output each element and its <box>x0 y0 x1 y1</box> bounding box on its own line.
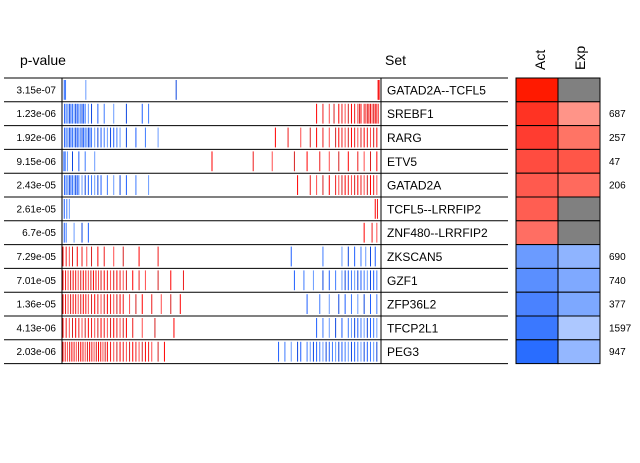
pvalue-label: 9.15e-06 <box>17 157 57 168</box>
header-pvalue: p-value <box>20 52 66 68</box>
act-cell <box>515 101 559 127</box>
pvalue-label: 1.92e-06 <box>17 133 57 144</box>
act-cell <box>515 148 559 174</box>
exp-cell <box>557 267 601 293</box>
set-label: ZFP36L2 <box>387 298 437 312</box>
act-cell <box>515 244 559 269</box>
set-label: RARG <box>387 131 422 145</box>
set-label: SREBF1 <box>387 107 434 121</box>
exp-cell <box>557 172 601 198</box>
count-label: 257 <box>609 133 626 144</box>
act-cell <box>515 267 559 293</box>
act-cell <box>515 339 559 365</box>
count-label: 206 <box>609 181 626 192</box>
set-label: GATAD2A--TCFL5 <box>387 83 486 97</box>
pvalue-label: 2.03e-06 <box>17 347 57 358</box>
pvalue-label: 3.15e-07 <box>17 85 57 96</box>
exp-cell <box>557 220 601 246</box>
pvalue-label: 6.7e-05 <box>22 228 56 239</box>
set-label: TCFL5--LRRFIP2 <box>387 202 481 216</box>
header-exp: Exp <box>572 46 588 70</box>
count-label: 377 <box>609 300 626 311</box>
set-label: GATAD2A <box>387 179 441 193</box>
act-cell <box>515 291 559 317</box>
set-label: ZKSCAN5 <box>387 250 443 264</box>
exp-cell <box>557 101 601 127</box>
count-label: 47 <box>609 157 621 168</box>
count-label: 690 <box>609 252 626 263</box>
act-cell <box>515 220 559 246</box>
pvalue-label: 7.29e-05 <box>17 252 57 263</box>
act-cell <box>515 315 559 341</box>
act-cell <box>515 125 559 150</box>
exp-cell <box>557 77 601 103</box>
exp-cell <box>557 339 601 365</box>
set-label: PEG3 <box>387 345 419 359</box>
count-label: 740 <box>609 276 626 287</box>
exp-cell <box>557 244 601 269</box>
set-label: TFCP2L1 <box>387 321 439 335</box>
exp-cell <box>557 315 601 341</box>
pvalue-label: 1.23e-06 <box>17 109 57 120</box>
count-label: 1597 <box>609 323 632 334</box>
rows-group: 3.15e-07 GATAD2A--TCFL5 1.23e-06 SREBF1 687 1… <box>4 77 632 365</box>
count-label: 947 <box>609 347 626 358</box>
set-label: GZF1 <box>387 274 418 288</box>
header-act: Act <box>532 50 548 70</box>
exp-cell <box>557 125 601 150</box>
pvalue-label: 2.61e-05 <box>17 204 57 215</box>
pvalue-label: 1.36e-05 <box>17 300 57 311</box>
exp-cell <box>557 291 601 317</box>
pvalue-label: 4.13e-06 <box>17 323 57 334</box>
act-cell <box>515 77 559 103</box>
pvalue-label: 7.01e-05 <box>17 276 57 287</box>
pvalue-label: 2.43e-05 <box>17 181 57 192</box>
exp-cell <box>557 196 601 222</box>
set-label: ETV5 <box>387 155 417 169</box>
count-label: 687 <box>609 109 626 120</box>
header-set: Set <box>385 52 406 68</box>
set-label: ZNF480--LRRFIP2 <box>387 226 488 240</box>
act-cell <box>515 172 559 198</box>
exp-cell <box>557 148 601 174</box>
act-cell <box>515 196 559 222</box>
